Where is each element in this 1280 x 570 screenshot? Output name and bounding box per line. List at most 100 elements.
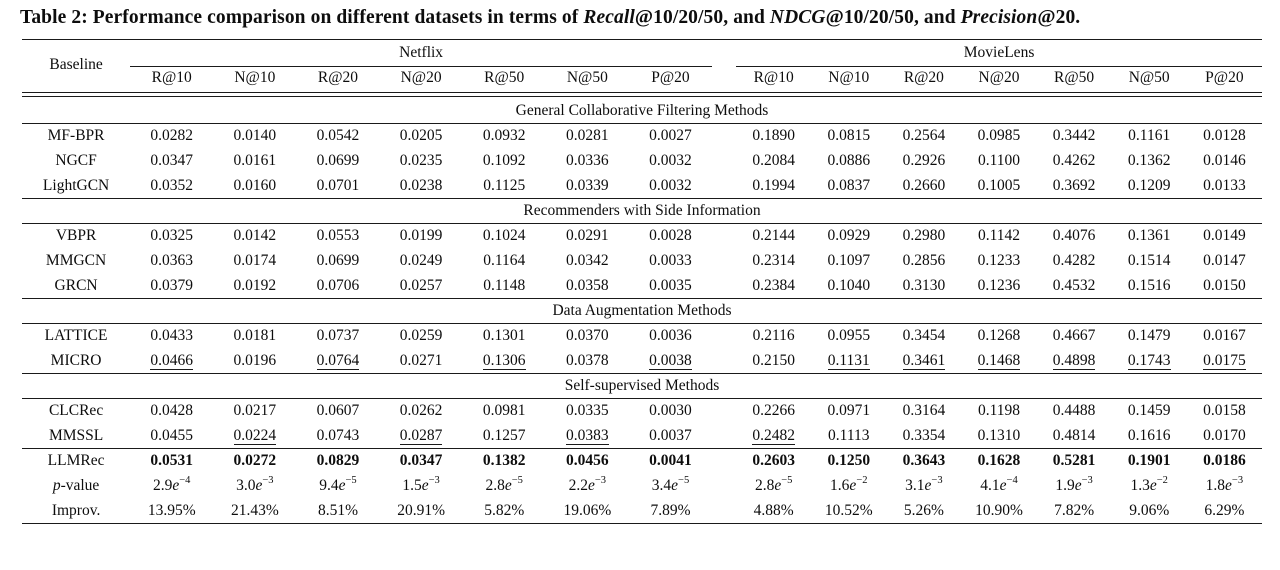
group-header-netflix: Netflix [130,39,713,67]
table-cell: 10.52% [824,501,873,519]
column-header-n50: N@50 [1128,69,1170,87]
table-cell: 4.88% [753,501,794,519]
column-header-n50: N@50 [566,69,608,87]
table-cell: 0.0837 [827,176,871,194]
table-cell: 0.1890 [752,127,795,145]
table-cell: 0.0764 [316,351,360,370]
table-cell: 21.43% [230,501,279,519]
table-cell: 0.3354 [902,426,946,444]
table-cell: 0.2926 [902,152,946,169]
table-cell: 0.0291 [566,227,609,245]
table-cell: 0.0743 [316,426,360,444]
table-cell: 0.1236 [977,276,1021,294]
table-cell: 0.0181 [233,327,277,345]
table-cell: 0.2266 [752,402,795,420]
table-cell: 0.0347 [379,448,463,474]
table-cell: 0.0167 [1203,327,1246,345]
caption-text: @10/20/50, and [634,7,770,28]
double-rule [22,90,1262,100]
table-cell: 0.0531 [130,448,214,474]
table-cell: 0.4667 [1052,327,1096,345]
section-header: Self-supervised Methods [22,373,1262,399]
table-cell: 0.0128 [1203,127,1246,145]
table-cell: 0.0378 [566,351,609,369]
table-cell: 0.1901 [1111,448,1187,474]
table-cell: 0.0971 [827,402,871,420]
table-cell: 0.1362 [1127,152,1171,169]
table-cell: 0.2856 [902,252,946,269]
table-cell: 0.0160 [233,176,277,194]
table-cell: 0.0699 [316,152,360,169]
table-cell: 0.0336 [566,152,609,169]
table-cell: 0.1382 [462,448,546,474]
metric-header-row: R@10 N@10 R@20 N@20 R@50 N@50 P@20 R@10 N@10 R@20… [22,67,1262,90]
column-header-p20: P@20 [1205,69,1244,87]
table-cell: 0.2564 [902,127,946,145]
table-cell: 0.4898 [1052,351,1096,370]
row-label: MICRO [50,351,102,369]
table-cell: 0.0142 [233,227,277,245]
column-header-n20: N@20 [400,69,442,87]
table-cell: 0.1040 [827,276,871,294]
table-cell: 0.1250 [811,448,887,474]
row-label: MF-BPR [47,127,105,145]
table-cell: 0.2150 [752,351,795,369]
table-cell: 0.0041 [628,448,713,474]
table-cell: 2.2e−3 [568,474,607,494]
table-cell: 0.0032 [649,176,692,194]
table-cell: 4.1e−4 [980,474,1018,494]
section-row: General Collaborative Filtering Methods [22,99,1262,124]
caption-metric-recall: Recall [583,7,635,28]
group-gap [712,399,736,424]
table-cell: 0.0829 [296,448,380,474]
table-cell: 0.1459 [1127,402,1171,420]
table-cell: 1.6e−2 [830,474,868,494]
table-cell: 0.0379 [150,276,194,294]
table-cell: 0.4262 [1052,152,1096,169]
table-cell: 1.9e−3 [1055,474,1093,494]
table-cell: 2.8e−5 [754,474,793,494]
table-cell: 0.0249 [399,252,443,269]
table-cell: 0.1100 [977,152,1021,169]
table-cell: 0.0262 [399,402,443,420]
table-container: Baseline Netflix MovieLens R@10 N@10 R@20 N… [22,39,1262,524]
table-cell: 3.1e−3 [905,474,943,494]
table-cell: 0.0036 [649,327,692,345]
row-label: p-value [52,477,100,494]
table-cell: 0.1024 [482,227,526,245]
table-cell: 0.2980 [902,227,946,245]
group-gap [712,224,736,249]
table-cell: 0.0981 [482,402,526,420]
row-label: CLCRec [48,402,104,420]
corner-header-baseline: Baseline [49,55,103,73]
caption-text: @10/20/50, and [825,7,961,28]
table-cell: 0.4532 [1052,276,1096,294]
row-label: GRCN [54,276,98,294]
group-gap [712,249,736,274]
table-cell: 0.3643 [886,448,962,474]
table-cell: 13.95% [147,501,196,519]
table-row-grcn: GRCN 0.0379 0.0192 0.0706 0.0257 0.1148 0.0358… [22,274,1262,299]
table-row-llmrec: LLMRec 0.0531 0.0272 0.0829 0.0347 0.1382 0.04… [22,448,1262,474]
table-row-lattice: LATTICE 0.0433 0.0181 0.0737 0.0259 0.1301 0.0… [22,324,1262,349]
section-row: Recommenders with Side Information [22,198,1262,224]
table-cell: 0.1092 [482,152,526,169]
table-cell: 0.0699 [316,252,360,269]
table-row-vbpr: VBPR 0.0325 0.0142 0.0553 0.0199 0.1024 0.0291… [22,224,1262,249]
table-cell: 9.4e−5 [319,474,357,494]
column-header-r50: R@50 [484,69,525,87]
table-cell: 0.3130 [902,276,946,294]
table-cell: 0.2116 [752,327,795,345]
table-cell: 3.0e−3 [236,474,274,494]
table-cell: 0.0161 [233,152,277,169]
table-cell: 0.4488 [1052,402,1096,420]
results-table: Baseline Netflix MovieLens R@10 N@10 R@20 N… [22,39,1262,524]
group-gap [712,174,736,199]
table-cell: 0.0217 [233,402,277,420]
table-cell: 0.3461 [902,351,946,370]
table-cell: 0.4076 [1052,227,1096,245]
row-label: MMGCN [45,252,107,269]
table-cell: 0.0186 [1186,448,1262,474]
table-cell: 0.0287 [399,426,443,445]
table-cell: 0.1161 [1128,127,1171,145]
